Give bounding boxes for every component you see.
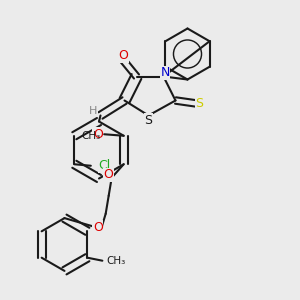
Text: O: O	[118, 49, 128, 62]
Text: S: S	[145, 113, 152, 127]
Text: O: O	[103, 168, 113, 181]
Text: H: H	[89, 106, 97, 116]
Text: O: O	[93, 221, 103, 234]
Text: O: O	[93, 128, 103, 141]
Text: N: N	[160, 66, 170, 80]
Text: CH₃: CH₃	[107, 256, 126, 266]
Text: Cl: Cl	[98, 159, 111, 172]
Text: CH₃: CH₃	[81, 131, 100, 141]
Text: S: S	[196, 97, 203, 110]
